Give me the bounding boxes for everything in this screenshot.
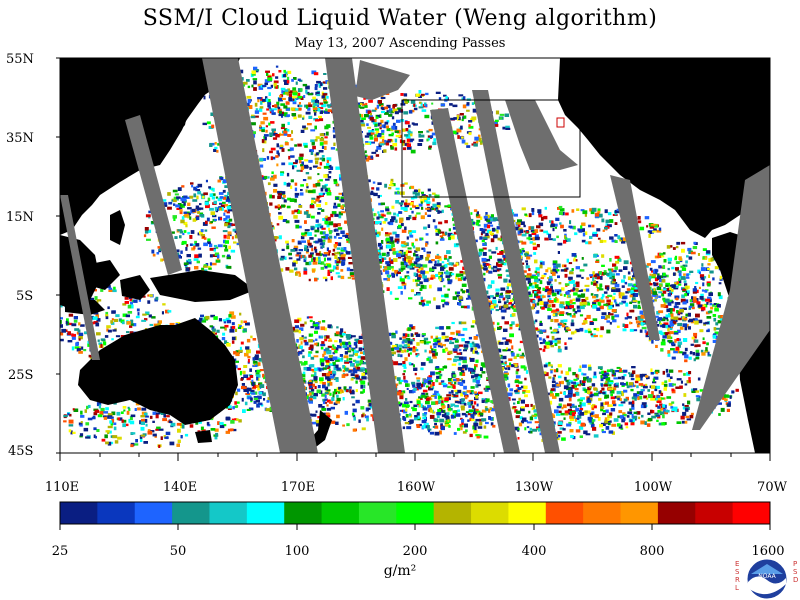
colorbar-swatch <box>134 502 173 524</box>
lat-ticks <box>56 57 60 454</box>
lon-label-100w: 100W <box>633 480 673 495</box>
lon-label-170e: 170E <box>280 480 316 495</box>
lon-label-160w: 160W <box>396 480 436 495</box>
lat-label-45s: 45S <box>8 444 34 459</box>
colorbar-swatch <box>657 502 696 524</box>
satellite-gaps <box>60 58 770 453</box>
colorbar-swatch <box>433 502 472 524</box>
lat-label-15n: 15N <box>6 210 34 225</box>
colorbar-swatch <box>246 502 285 524</box>
chart-subtitle: May 13, 2007 Ascending Passes <box>294 36 506 51</box>
lat-label-25s: 25S <box>8 368 34 383</box>
small-red-box <box>556 117 565 128</box>
colorbar-swatch <box>209 502 248 524</box>
colorbar-label-50: 50 <box>169 544 187 559</box>
noaa-emblem-icon: NOAA <box>746 558 788 600</box>
chart-title: SSM/I Cloud Liquid Water (Weng algorithm… <box>142 6 658 31</box>
lon-ticks <box>59 453 771 461</box>
lat-label-55n: 55N <box>6 52 34 67</box>
colorbar-label-25: 25 <box>51 544 69 559</box>
colorbar-swatch <box>396 502 435 524</box>
lon-label-140e: 140E <box>162 480 198 495</box>
colorbar-units: g/m² <box>383 563 417 579</box>
colorbar-label-800: 800 <box>639 544 665 559</box>
lon-label-110e: 110E <box>44 480 80 495</box>
colorbar-swatch <box>620 502 659 524</box>
colorbar-swatch <box>545 502 584 524</box>
colorbar-swatch <box>358 502 397 524</box>
colorbar-swatch <box>60 502 98 524</box>
colorbar <box>59 501 771 530</box>
colorbar-label-100: 100 <box>284 544 310 559</box>
colorbar-swatch <box>583 502 622 524</box>
lat-label-5s: 5S <box>16 289 34 304</box>
region-box <box>401 99 581 198</box>
colorbar-swatch <box>471 502 509 524</box>
colorbar-swatch <box>695 502 734 524</box>
colorbar-swatch <box>508 502 547 524</box>
colorbar-swatch <box>732 502 771 524</box>
colorbar-swatch <box>284 502 323 524</box>
logo-text: NOAA <box>758 573 776 580</box>
lon-label-130w: 130W <box>514 480 554 495</box>
australia <box>78 318 238 443</box>
colorbar-label-1600: 1600 <box>751 544 785 559</box>
colorbar-swatch <box>321 502 360 524</box>
japan <box>165 82 210 138</box>
lat-label-35n: 35N <box>6 131 34 146</box>
colorbar-label-200: 200 <box>402 544 428 559</box>
colorbar-label-400: 400 <box>521 544 547 559</box>
colorbar-swatch <box>172 502 210 524</box>
lon-label-70w: 70W <box>757 480 787 495</box>
colorbar-swatch <box>97 502 136 524</box>
